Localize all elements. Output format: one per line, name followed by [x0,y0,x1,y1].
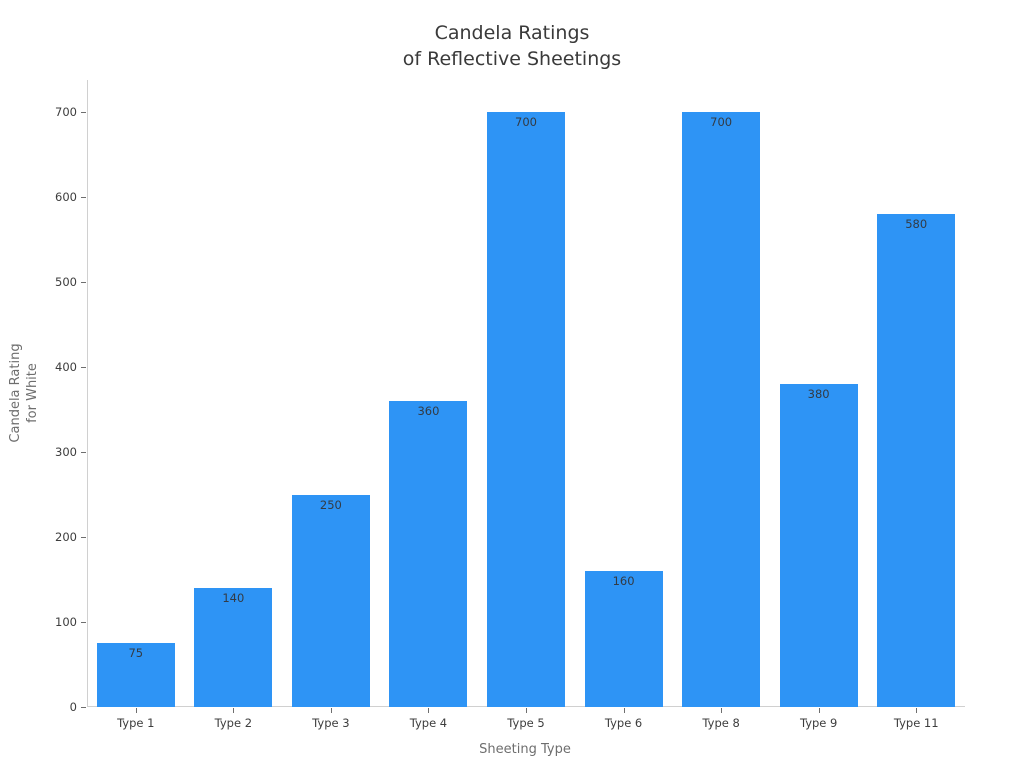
x-tick-mark [233,708,235,713]
y-tick-label: 400 [55,360,77,374]
bar-value-label: 700 [515,115,537,129]
y-tick-label: 100 [55,615,77,629]
x-tick-label: Type 9 [799,716,838,730]
x-tick-mark [526,708,527,713]
x-tick-label: Type 11 [893,716,939,730]
y-tick-label: 500 [55,275,77,289]
bar-value-label: 75 [128,646,144,661]
y-tick-label: 200 [55,530,77,544]
x-tick-mark [818,708,820,713]
x-tick-label: Type 5 [507,716,545,730]
x-tick-mark [330,708,332,713]
x-axis-label: Sheeting Type [479,742,571,757]
bar [877,214,956,707]
y-axis-label-line1: Candela Rating [8,343,23,443]
bar [779,384,858,707]
x-tick-mark [428,708,430,713]
x-tick-mark [135,708,137,713]
bar [682,112,761,707]
y-tick-mark [81,537,86,538]
y-tick-mark [81,452,86,453]
x-tick-mark [916,708,918,713]
y-tick-mark [81,197,86,198]
bar-value-label: 140 [222,591,245,605]
chart-title: Candela Ratings of Reflective Sheetings [403,20,621,72]
chart-title-line1: Candela Ratings [434,22,590,44]
y-tick-label: 0 [69,700,77,714]
bar-value-label: 360 [417,404,440,418]
bar [96,643,175,707]
x-tick-label: Type 1 [117,716,155,730]
x-tick-label: Type 2 [214,716,253,730]
bar [584,571,663,707]
x-tick-label: Type 4 [409,716,448,730]
bar [389,401,468,707]
bar [291,494,370,707]
x-tick-label: Type 3 [312,716,350,730]
bar-value-label: 250 [319,497,342,512]
x-tick-label: Type 8 [702,716,740,730]
y-tick-mark [81,707,86,708]
x-tick-mark [721,708,723,713]
bar [194,588,273,707]
bar-value-label: 380 [807,387,830,401]
y-tick-mark [81,367,86,368]
bar-value-label: 580 [905,217,928,231]
bar [487,112,565,707]
y-tick-label: 300 [55,445,77,459]
bar-value-label: 160 [612,574,635,588]
y-tick-label: 700 [55,105,77,119]
chart-title-line2: of Reflective Sheetings [402,48,622,70]
y-tick-mark [81,622,86,623]
y-tick-mark [81,112,86,113]
y-axis-label: Candela Rating for White [7,343,41,442]
x-tick-mark [623,708,625,713]
bar-value-label: 700 [710,115,733,129]
y-tick-mark [81,282,86,283]
y-axis-label-line2: for White [25,363,40,423]
x-tick-label: Type 6 [604,716,643,730]
y-tick-label: 600 [55,190,77,204]
